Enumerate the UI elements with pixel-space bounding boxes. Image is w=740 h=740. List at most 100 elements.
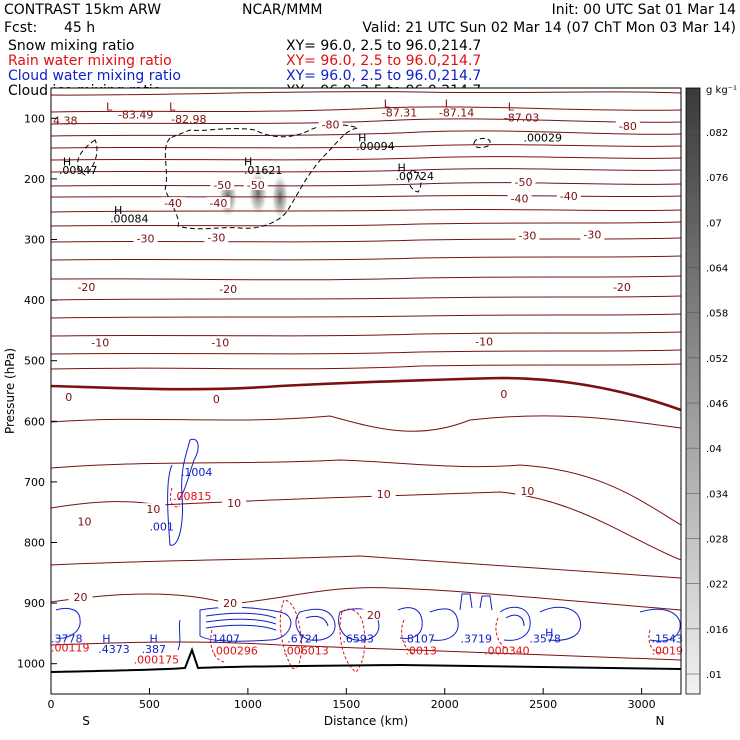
extremum-marker: L (169, 100, 176, 113)
x-axis-right-end: N (656, 714, 665, 728)
extremum-value: -83.49 (118, 108, 153, 121)
init-time: Init: 00 UTC Sat 01 Mar 14 (552, 2, 736, 18)
contour-label-bg (515, 484, 540, 496)
isotherm-label: 10 (146, 503, 160, 516)
extrema-label-layer: L L L L L -83.49 -82.98 -87.31 -87.14 -87.03 4.38 H… (51, 97, 683, 666)
plot-frame (50, 87, 682, 695)
x-tick-label: 0 (48, 698, 55, 711)
contour-label-bg (56, 391, 81, 403)
colorbar-label: .016 (706, 625, 728, 636)
fcst-value: 45 h (64, 20, 95, 36)
x-tick-label: 1000 (234, 698, 262, 711)
extremum-marker: L (445, 97, 452, 110)
isotherm-label: -40 (209, 197, 227, 210)
extremum-value: .001 (149, 520, 174, 533)
extremum-marker: L (384, 97, 391, 110)
extremum-value: .4373 (98, 643, 130, 656)
isotherm-label: -10 (475, 335, 493, 348)
y-tick-label: 400 (24, 294, 45, 307)
contour-label-bg (141, 503, 166, 515)
colorbar-label: .082 (706, 128, 728, 139)
extremum-marker: H (149, 632, 157, 645)
contour-label-bg (609, 280, 634, 292)
x-axis-title: Distance (km) (324, 714, 408, 728)
extremum-value: .00815 (173, 490, 212, 503)
contour-label-bg (216, 283, 241, 295)
extremum-marker: H (244, 156, 252, 169)
extremum-value: .00724 (396, 170, 435, 183)
isotherm-label: 20 (367, 609, 381, 622)
contour-label-bg (472, 335, 497, 347)
y-tick-label: 100 (24, 112, 45, 125)
extremum-value: .1407 (209, 632, 241, 645)
isotherm-label: 20 (223, 597, 237, 610)
field-name: Cloud water mixing ratio (8, 68, 181, 84)
x-axis-left-end: S (82, 714, 90, 728)
extremum-value: .387 (142, 643, 167, 656)
field-xy: XY= 96.0, 2.5 to 96.0,214.7 (286, 53, 481, 69)
contour-label-bg (133, 232, 158, 244)
contour-label-bg (206, 197, 231, 209)
contour-label-bg (556, 189, 581, 201)
extremum-value: .00119 (51, 642, 90, 655)
valid-time: Valid: 21 UTC Sun 02 Mar 14 (07 ChT Mon … (362, 20, 736, 36)
y-tick-label: 800 (24, 537, 45, 550)
extremum-marker: L (106, 100, 113, 113)
isotherm-label: 0 (65, 391, 72, 404)
contour-label-bg (68, 591, 93, 603)
colorbar-labels: .01 .016 .022 .028 .034 .04 .046 .052 .058 .064 .0… (686, 128, 728, 681)
colorbar-label: .01 (706, 670, 722, 681)
extremum-value: .8107 (403, 632, 435, 645)
header: CONTRAST 15km ARW NCAR/MMM Init: 00 UTC … (4, 2, 736, 99)
isotherm-label: 10 (227, 497, 241, 510)
colorbar-unit: g kg⁻¹ (706, 85, 737, 96)
colorbar-label: .022 (706, 580, 728, 591)
extremum-value: .3778 (51, 632, 83, 645)
cloud-ice-contours (77, 124, 491, 230)
extremum-value: .6724 (287, 632, 319, 645)
extremum-value: .1004 (181, 466, 213, 479)
isotherm-label: -40 (511, 192, 529, 205)
extremum-value: .006013 (283, 645, 329, 658)
isotherm-label: -50 (515, 176, 533, 189)
colorbar-label: .058 (706, 309, 728, 320)
extremum-marker: H (358, 131, 366, 144)
field-xy: XY= 96.0, 2.5 to 96.0,214.7 (286, 68, 481, 84)
x-tick-label: 500 (139, 698, 160, 711)
extremum-value: .00947 (59, 164, 98, 177)
isotherm-label: -20 (77, 281, 95, 294)
isotherm-label: -40 (560, 190, 578, 203)
extremum-value: .0013 (405, 645, 437, 658)
isotherm-label: 0 (500, 388, 507, 401)
contour-label-bg (243, 178, 268, 190)
contour-label-bg (507, 192, 532, 204)
contour-label-bg (615, 120, 640, 132)
extremum-marker: H (545, 626, 553, 639)
isotherm-label: -50 (247, 179, 265, 192)
contour-label-bg (222, 497, 247, 509)
y-tick-label: 900 (24, 597, 45, 610)
contour-label-bg (72, 515, 97, 527)
contour-label-bg (161, 197, 186, 209)
extremum-value: -87.14 (439, 106, 474, 119)
contour-label-bg (361, 609, 386, 621)
contour-label-bg (204, 231, 229, 243)
extremum-value: -87.31 (382, 106, 417, 119)
isotherm-label: -80 (322, 118, 340, 131)
contour-label-bg (74, 280, 99, 292)
contour-label-bg (88, 336, 113, 348)
colorbar-label: .04 (706, 444, 722, 455)
isotherm-label: -40 (164, 197, 182, 210)
extremum-marker: H (114, 204, 122, 217)
model-title: CONTRAST 15km ARW (4, 2, 161, 18)
isotherm-label: -20 (219, 283, 237, 296)
contour-label-bg (210, 178, 235, 190)
org-label: NCAR/MMM (242, 2, 323, 18)
extremum-value: .00029 (524, 131, 563, 144)
extremum-value: 4.38 (53, 114, 78, 127)
extremum-value: .0019 (651, 645, 683, 658)
y-tick-label: 200 (24, 173, 45, 186)
extremum-value: .01621 (244, 164, 283, 177)
isotherm-label: -80 (619, 120, 637, 133)
isotherm-label: -10 (91, 337, 109, 350)
